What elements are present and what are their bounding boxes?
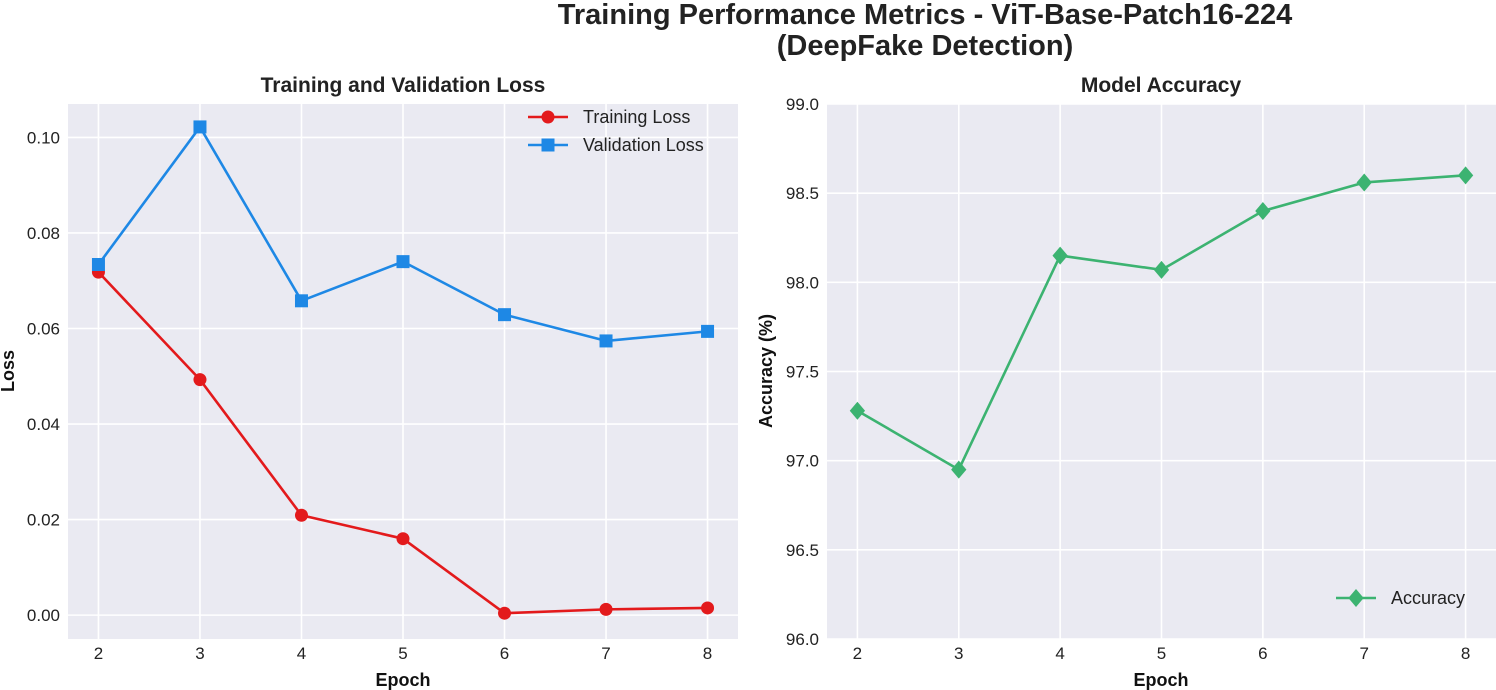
- loss-y-axis-label: Loss: [0, 350, 18, 392]
- loss-x-tick-label: 2: [94, 644, 103, 663]
- loss-x-axis-label: Epoch: [375, 670, 430, 690]
- loss-y-tick-label: 0.10: [27, 128, 60, 147]
- validation-loss-point: [396, 255, 410, 269]
- validation-loss-point: [701, 324, 715, 338]
- accuracy-point: [951, 460, 967, 479]
- accuracy-chart-title: Model Accuracy: [1081, 74, 1242, 97]
- loss-y-tick-label: 0.02: [27, 511, 60, 530]
- accuracy-y-axis-label: Accuracy (%): [756, 314, 776, 428]
- accuracy-point: [849, 401, 866, 420]
- validation-loss-legend-marker: [541, 138, 555, 152]
- validation-loss-point: [193, 120, 207, 134]
- validation-loss-point: [498, 308, 512, 322]
- accuracy-y-tick-label: 98.0: [786, 273, 819, 292]
- accuracy-x-tick-label: 2: [853, 644, 862, 663]
- accuracy-x-tick-label: 4: [1055, 644, 1064, 663]
- validation-loss-legend-label: Validation Loss: [583, 135, 704, 155]
- accuracy-point: [1356, 173, 1372, 192]
- accuracy-y-tick-label: 97.5: [786, 363, 819, 382]
- accuracy-x-tick-label: 7: [1359, 644, 1368, 663]
- training-loss-point: [396, 532, 410, 546]
- figure-title-line2: (DeepFake Detection): [777, 30, 1074, 62]
- loss-x-tick-label: 7: [601, 644, 610, 663]
- loss-x-tick-label: 3: [195, 644, 204, 663]
- accuracy-x-tick-label: 6: [1258, 644, 1267, 663]
- training-loss-point: [193, 373, 207, 387]
- accuracy-chart-panel: Model Accuracy 2 3 4 5 6 7 8 96.0 96.5 97.0 97.5 98…: [756, 74, 1496, 690]
- loss-chart-panel: Training and Validation Loss 2 3 4 5 6 7 8 0.00…: [0, 74, 738, 690]
- accuracy-x-tick-label: 3: [954, 644, 963, 663]
- loss-y-tick-label: 0.08: [27, 224, 60, 243]
- training-loss-point: [294, 508, 308, 522]
- validation-loss-point: [599, 334, 613, 348]
- loss-y-tick-label: 0.00: [27, 606, 60, 625]
- training-loss-legend-label: Training Loss: [583, 107, 690, 127]
- accuracy-point: [1153, 260, 1170, 279]
- accuracy-y-tick-label: 96.0: [786, 630, 819, 649]
- accuracy-x-axis-label: Epoch: [1133, 670, 1188, 690]
- loss-y-tick-label: 0.04: [27, 415, 60, 434]
- training-loss-point: [498, 606, 512, 620]
- training-loss-point: [701, 601, 715, 615]
- accuracy-legend-label: Accuracy: [1391, 588, 1465, 608]
- loss-y-tick-label: 0.06: [27, 320, 60, 339]
- loss-x-tick-label: 4: [297, 644, 306, 663]
- accuracy-point: [1052, 246, 1068, 265]
- validation-loss-point: [91, 258, 105, 271]
- figure-title-line1: Training Performance Metrics - ViT-Base-…: [558, 0, 1292, 31]
- accuracy-x-tick-label: 5: [1157, 644, 1166, 663]
- loss-x-tick-label: 5: [398, 644, 407, 663]
- loss-x-tick-label: 6: [500, 644, 509, 663]
- accuracy-y-tick-label: 97.0: [786, 452, 819, 471]
- accuracy-point: [1255, 202, 1271, 220]
- validation-loss-point: [294, 294, 308, 308]
- training-loss-point: [599, 602, 613, 616]
- accuracy-legend-marker: [1348, 589, 1364, 607]
- accuracy-y-tick-label: 99.0: [786, 95, 819, 114]
- loss-x-tick-label: 8: [703, 644, 712, 663]
- accuracy-y-tick-label: 98.5: [786, 184, 819, 203]
- accuracy-x-tick-label: 8: [1461, 644, 1470, 663]
- loss-chart-title: Training and Validation Loss: [261, 74, 546, 97]
- accuracy-y-tick-label: 96.5: [786, 541, 819, 560]
- accuracy-point: [1457, 166, 1474, 185]
- training-loss-legend-marker: [541, 110, 555, 124]
